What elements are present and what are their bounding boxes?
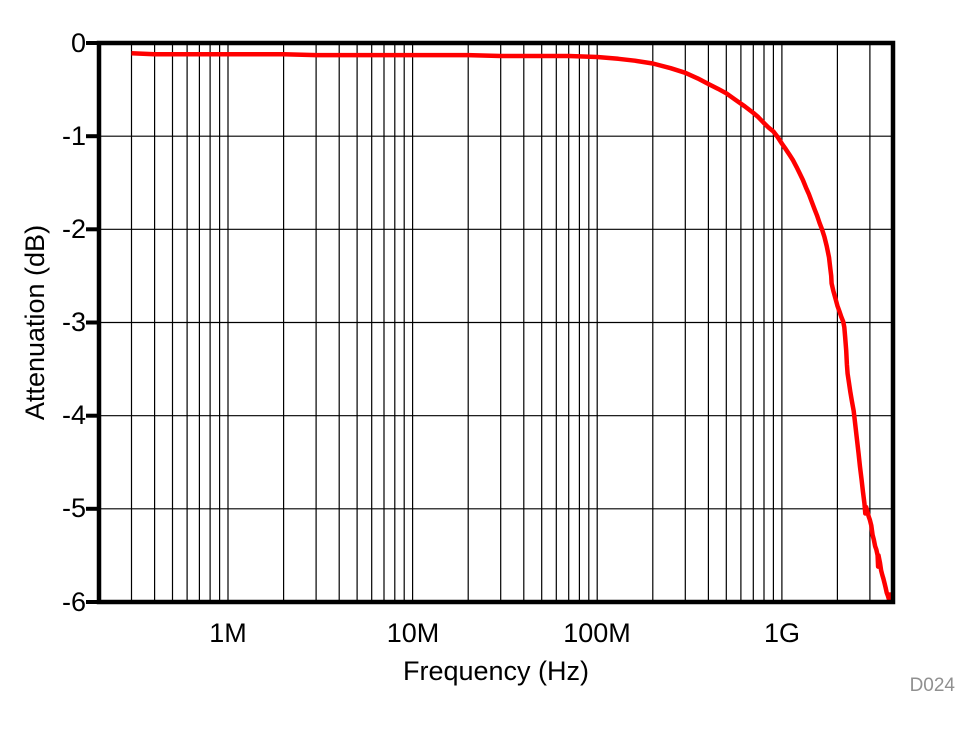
y-tick-label: -2	[61, 214, 86, 244]
attenuation-curve	[131, 50, 894, 603]
y-tick-label: -3	[61, 307, 86, 337]
y-axis-title: Attenuation (dB)	[19, 43, 53, 602]
y-tick-label: 0	[70, 28, 86, 58]
y-axis-ticks	[86, 41, 97, 604]
x-axis-title: Frequency (Hz)	[402, 656, 590, 686]
y-axis-title-text: Attenuation (dB)	[20, 224, 51, 421]
y-tick-label: -6	[61, 587, 86, 617]
x-tick-label: 1M	[209, 618, 247, 648]
x-tick-label: 1G	[763, 618, 801, 648]
y-tick-label: -5	[61, 493, 86, 523]
x-tick-label: 100M	[563, 618, 631, 648]
x-tick-label: 10M	[386, 618, 440, 648]
y-tick-label: -4	[61, 400, 86, 430]
y-tick-label: -1	[61, 121, 86, 151]
figure-code-watermark: D024	[909, 675, 955, 696]
plot-border	[96, 40, 896, 605]
horizontal-gridlines	[99, 135, 893, 510]
